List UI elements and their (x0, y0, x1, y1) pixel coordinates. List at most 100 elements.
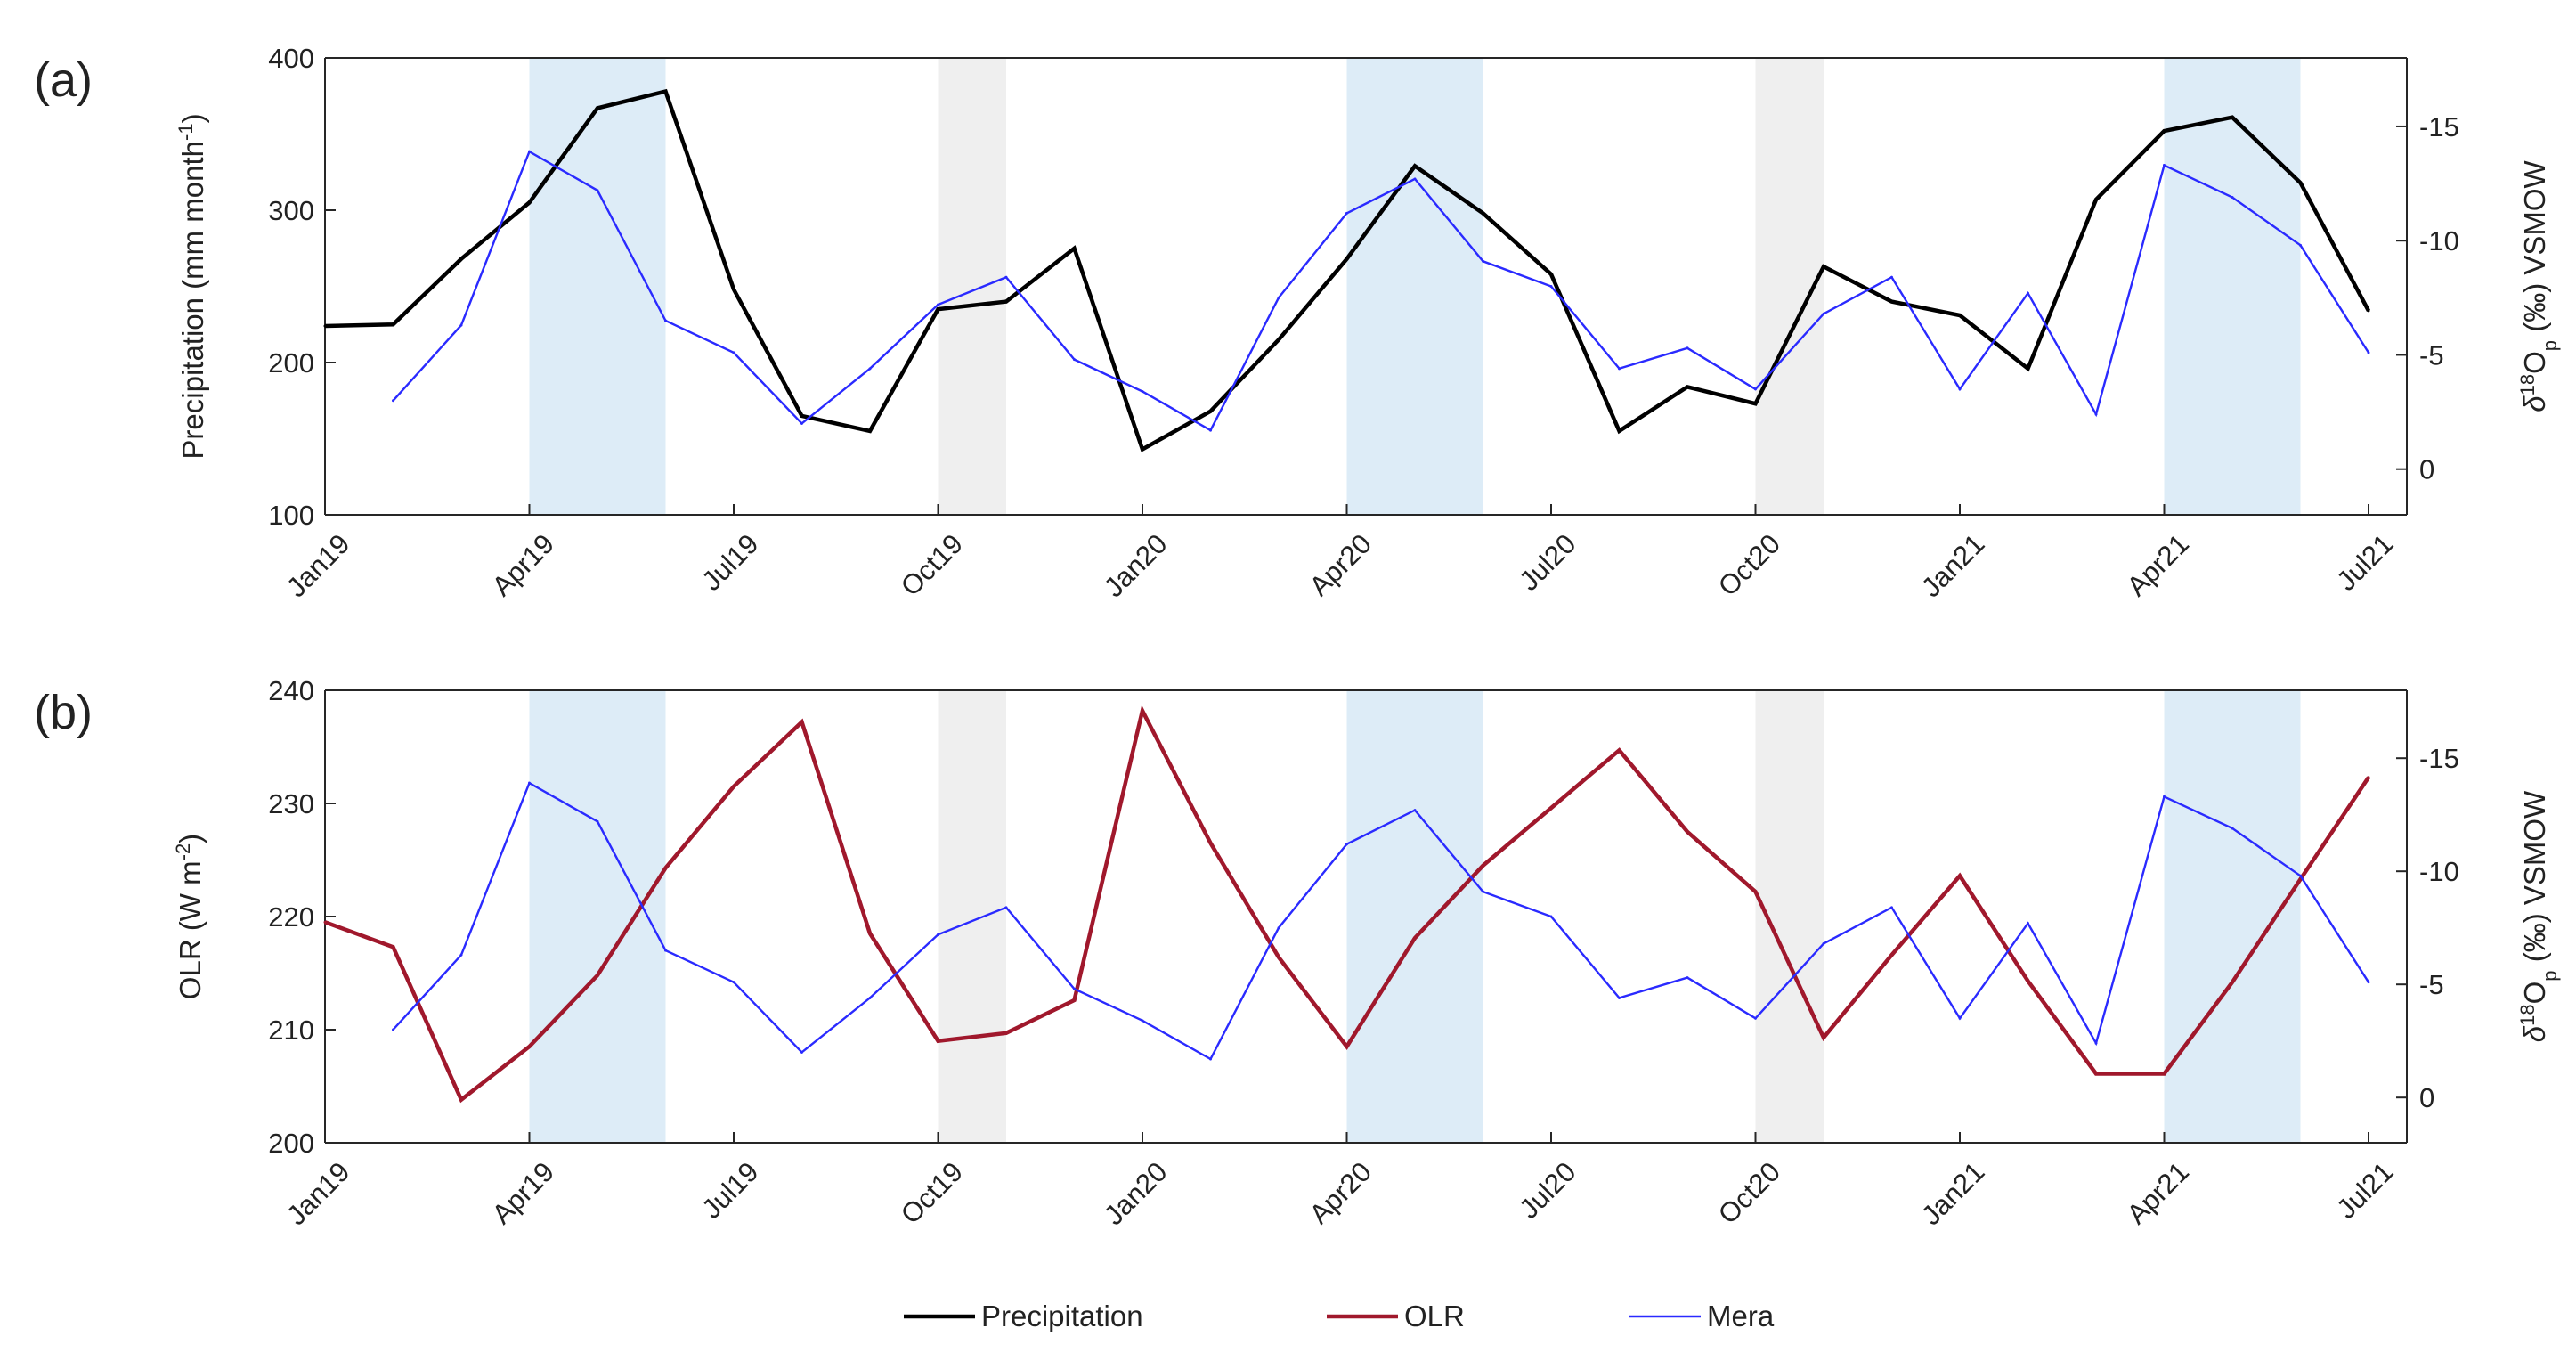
data-point-mera (1482, 259, 1484, 263)
data-point-olr (596, 974, 599, 977)
y-left-axis-title-end: ) (174, 834, 207, 843)
data-point-mera (1413, 177, 1417, 181)
x-tick-label: Jul20 (1513, 1156, 1581, 1225)
x-tick-label: Apr19 (486, 1156, 560, 1230)
data-point-precipitation (2299, 181, 2302, 184)
shaded-band-wet (1346, 58, 1483, 515)
data-point-olr (732, 785, 735, 788)
data-point-mera (1754, 1016, 1757, 1020)
x-tick-label: Jan20 (1098, 1156, 1173, 1231)
y-left-axis-title-end: ) (176, 113, 209, 123)
data-point-mera (596, 189, 599, 192)
y-left-tick-label: 240 (268, 675, 314, 706)
x-tick-label: Jul20 (1513, 528, 1581, 597)
data-point-mera (392, 399, 394, 403)
data-point-precipitation (1890, 300, 1893, 304)
data-point-mera (2163, 164, 2166, 167)
data-point-precipitation (868, 429, 872, 433)
panel-label: (a) (34, 53, 93, 107)
data-point-mera (1482, 890, 1484, 893)
data-point-mera (2094, 1041, 2098, 1045)
x-tick-label: Oct20 (1712, 528, 1786, 602)
y-right-axis-title-end: (‰) VSMOW (2518, 159, 2551, 339)
y-right-axis-title: δ18Op (‰) VSMOW (2516, 790, 2561, 1042)
data-point-olr (1073, 998, 1076, 1002)
data-point-precipitation (732, 288, 735, 291)
y-left-tick-label: 400 (268, 43, 314, 74)
x-tick-label: Jan21 (1915, 528, 1990, 603)
data-point-mera (1073, 987, 1076, 990)
x-tick-label: Jul21 (2330, 1156, 2399, 1225)
legend-label-precipitation: Precipitation (981, 1300, 1143, 1332)
y-left-axis-title: Precipitation (mm month-1) (175, 113, 210, 459)
y-right-tick-label: -15 (2419, 743, 2459, 774)
y-right-axis-title-mid: O (2518, 982, 2551, 1005)
data-point-mera (1549, 915, 1553, 918)
data-point-precipitation (2163, 129, 2166, 133)
data-point-mera (937, 303, 939, 306)
data-point-mera (1618, 367, 1621, 371)
data-point-mera (2231, 827, 2234, 830)
data-point-mera (459, 323, 463, 327)
x-tick-label: Apr20 (1304, 528, 1377, 602)
data-point-mera (1277, 926, 1280, 930)
data-point-olr (868, 932, 872, 935)
data-point-mera (459, 953, 463, 957)
data-point-mera (1345, 843, 1348, 846)
data-point-mera (1209, 1057, 1212, 1061)
data-point-precipitation (528, 200, 531, 204)
series-line-mera (392, 150, 2370, 432)
y-left-axis-title-text: OLR (W m (174, 860, 207, 999)
legend-label-mera: Mera (1707, 1300, 1775, 1332)
y-left-tick-label: 210 (268, 1015, 314, 1046)
data-point-precipitation (1413, 164, 1417, 167)
data-point-precipitation (323, 324, 327, 328)
legend: Precipitation OLR Mera (904, 1300, 1775, 1332)
data-point-olr (1822, 1036, 1825, 1039)
data-point-mera (2367, 351, 2370, 354)
shaded-band-wet (2164, 58, 2301, 515)
y-right-axis-title: δ18Op (‰) VSMOW (2516, 159, 2561, 412)
x-tick-label: Jul21 (2330, 528, 2399, 597)
x-tick-label: Apr19 (486, 528, 560, 602)
x-tick-label: Apr21 (2121, 528, 2195, 602)
data-point-mera (2027, 291, 2029, 295)
data-point-olr (937, 1039, 939, 1043)
y-left-tick-label: 200 (268, 347, 314, 379)
data-point-mera (1209, 428, 1212, 432)
y-left-tick-label: 220 (268, 901, 314, 933)
data-point-mera (1141, 389, 1144, 393)
x-tick-label: Oct19 (895, 528, 969, 602)
series-line-mera (392, 781, 2370, 1061)
data-point-mera (1822, 941, 1825, 945)
data-point-olr (392, 945, 394, 949)
panel-label: (b) (34, 686, 93, 739)
shaded-band-gray (938, 690, 1006, 1143)
panel-a: 100 200 300 400 0 -5 -10 -15 Jan19 Apr19 Jul19 Oct1… (34, 43, 2561, 603)
data-point-mera (937, 933, 939, 936)
data-point-mera (732, 981, 735, 984)
data-point-mera (800, 421, 803, 425)
data-point-olr (1754, 890, 1757, 893)
y-left-tick-label: 300 (268, 195, 314, 226)
data-point-olr (2367, 776, 2370, 779)
y-right-tick-label: -5 (2419, 339, 2444, 371)
data-point-precipitation (1686, 385, 1689, 388)
shaded-band-gray (938, 58, 1006, 515)
data-point-mera (1686, 346, 1689, 350)
y-right-axis-title-mid: O (2518, 351, 2551, 374)
data-point-mera (1141, 1019, 1144, 1023)
y-right-tick-label: 0 (2419, 454, 2434, 485)
data-point-precipitation (1822, 265, 1825, 268)
data-point-olr (459, 1098, 463, 1102)
shaded-band-wet (1346, 690, 1483, 1143)
data-point-precipitation (937, 307, 939, 311)
data-point-precipitation (2027, 367, 2029, 371)
data-point-olr (1209, 841, 1212, 844)
y-right-axis-title-sup: 18 (2516, 374, 2539, 395)
data-point-precipitation (392, 322, 394, 326)
y-right-tick-label: 0 (2419, 1082, 2434, 1113)
data-point-mera (1004, 906, 1008, 909)
data-point-mera (1958, 1016, 1962, 1020)
